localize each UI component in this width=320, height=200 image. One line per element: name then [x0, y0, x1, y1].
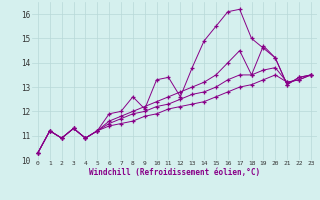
- X-axis label: Windchill (Refroidissement éolien,°C): Windchill (Refroidissement éolien,°C): [89, 168, 260, 177]
